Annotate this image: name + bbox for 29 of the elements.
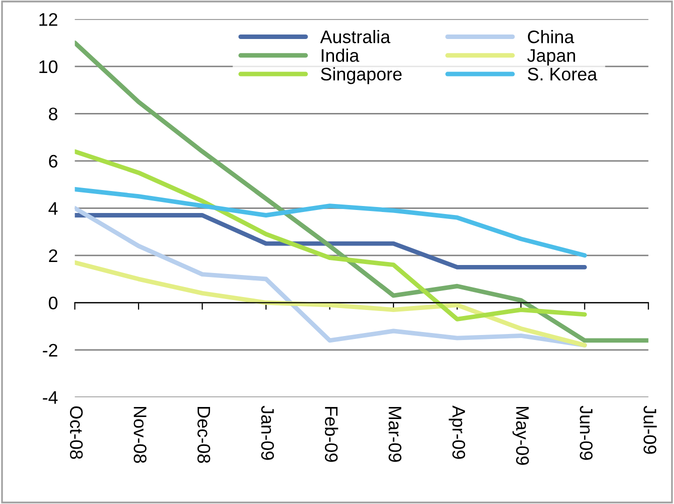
x-tick-label: Jun-09	[580, 406, 593, 460]
line-series	[74, 206, 587, 348]
legend-label: India	[322, 48, 360, 62]
x-tick-label: Dec-08	[197, 406, 210, 463]
y-tick-label: 10	[39, 60, 58, 74]
legend-label: Japan	[527, 49, 576, 66]
legend-label: Singapore	[320, 67, 402, 84]
x-tick-label: Jan-09	[261, 406, 274, 460]
x-tick-label: Jul-09	[644, 406, 657, 454]
y-tick-label: 8	[48, 108, 58, 120]
x-tick-label: Oct-08	[70, 406, 83, 459]
y-tick-label: -2	[42, 344, 58, 356]
y-tick-label: 0	[48, 296, 58, 310]
x-tick-label: May-09	[512, 406, 529, 465]
y-tick-label: 6	[49, 154, 58, 168]
line-series	[74, 260, 587, 348]
line-series	[74, 187, 587, 258]
y-tick-label: 12	[39, 13, 58, 26]
y-tick-label: 2	[49, 249, 58, 262]
x-tick-label: Feb-09	[324, 406, 338, 462]
legend-label: S. Korea	[528, 68, 598, 81]
x-tick-label: Apr-09	[448, 406, 466, 459]
x-tick-label: Nov-08	[134, 406, 146, 463]
y-tick-label: 4	[48, 202, 58, 215]
legend-label: China	[528, 30, 574, 44]
legend-label: Australia	[320, 30, 390, 44]
line-series	[74, 149, 587, 322]
x-tick-label: Mar-09	[388, 406, 402, 462]
y-tick-label: -4	[42, 391, 58, 404]
